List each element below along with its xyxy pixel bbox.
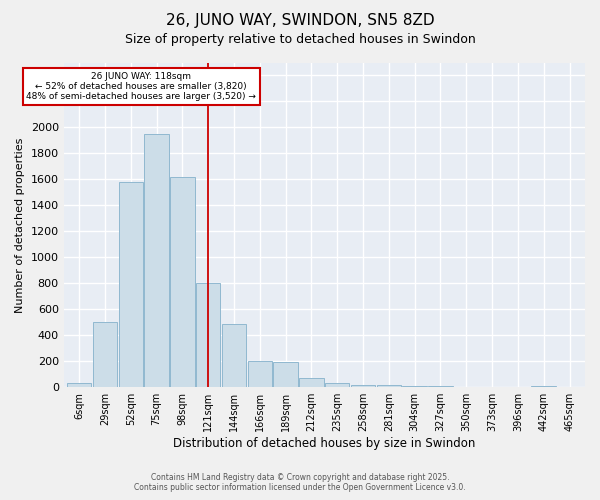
Bar — [532, 386, 556, 387]
Text: Size of property relative to detached houses in Swindon: Size of property relative to detached ho… — [125, 32, 475, 46]
Text: Contains HM Land Registry data © Crown copyright and database right 2025.
Contai: Contains HM Land Registry data © Crown c… — [134, 473, 466, 492]
Bar — [67, 382, 91, 387]
Bar — [351, 384, 376, 387]
Bar — [145, 134, 169, 387]
Bar — [454, 386, 479, 387]
Bar — [557, 386, 582, 387]
Bar — [119, 182, 143, 387]
Bar — [93, 322, 117, 387]
Bar — [403, 386, 427, 387]
Bar — [480, 386, 505, 387]
Bar — [274, 362, 298, 387]
Bar — [428, 386, 453, 387]
Bar — [196, 284, 220, 387]
Y-axis label: Number of detached properties: Number of detached properties — [15, 137, 25, 312]
Bar — [248, 361, 272, 387]
Text: 26, JUNO WAY, SWINDON, SN5 8ZD: 26, JUNO WAY, SWINDON, SN5 8ZD — [166, 12, 434, 28]
Bar — [170, 177, 194, 387]
Bar — [299, 378, 323, 387]
Bar — [377, 386, 401, 387]
Bar — [325, 384, 349, 387]
X-axis label: Distribution of detached houses by size in Swindon: Distribution of detached houses by size … — [173, 437, 476, 450]
Bar — [222, 324, 246, 387]
Text: 26 JUNO WAY: 118sqm
← 52% of detached houses are smaller (3,820)
48% of semi-det: 26 JUNO WAY: 118sqm ← 52% of detached ho… — [26, 72, 256, 102]
